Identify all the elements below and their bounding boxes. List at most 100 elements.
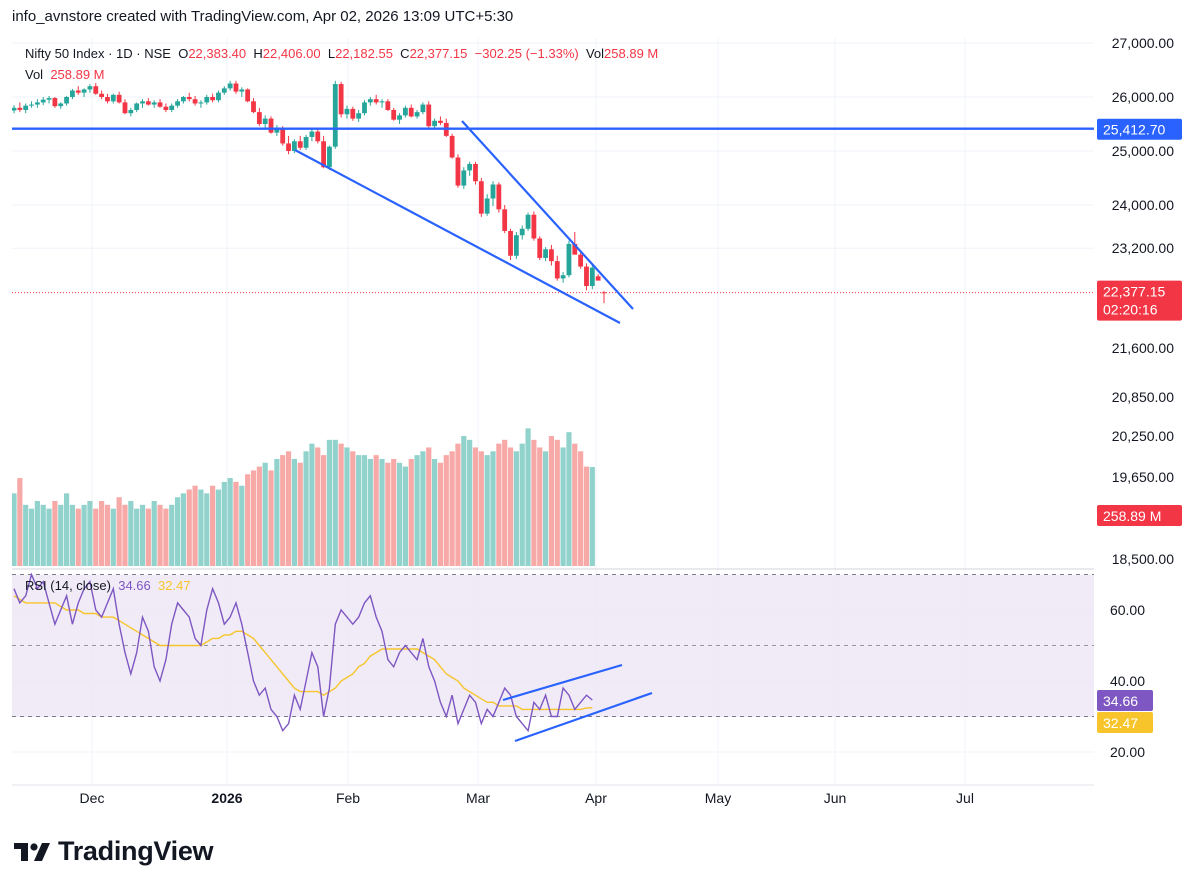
volume-bar [81,504,87,566]
volume-bar [268,470,274,566]
volume-badge-text: 258.89 M [1103,508,1161,524]
axis-badges: 25,412.70 22,377.15 02:20:16 258.89 M 34.66 3… [1097,118,1182,733]
volume-bar [502,439,508,566]
candle-body [210,97,216,101]
volume-legend[interactable]: Vol 258.89 M [25,67,105,82]
price-tick-label: 27,000.00 [1112,35,1174,51]
candle-body [198,102,204,104]
low-value: 22,182.55 [335,46,393,61]
volume-bar [297,462,303,566]
volume-row-label[interactable]: Vol [25,67,44,82]
candle-body [274,128,280,133]
volume-bar [437,462,444,566]
volume-bar [285,451,292,566]
candle-body [17,107,23,110]
volume-bar [478,451,484,566]
volume-bar [58,504,64,566]
candle-body [233,83,239,92]
candle-body [391,109,397,120]
volume-bar [87,501,93,566]
volume-bar [461,436,467,566]
candle-body [70,90,75,97]
candle-body [344,108,350,115]
rsi-ma-line [13,595,593,711]
symbol-title[interactable]: Nifty 50 Index · 1D · NSE [25,46,171,61]
candle-body [29,104,34,106]
horizontal-level-badge-text: 25,412.70 [1103,122,1165,138]
ohlc-legend[interactable]: Nifty 50 Index · 1D · NSE O22,383.40 H22… [25,46,658,61]
candle-body [297,141,303,148]
candle-body [438,120,443,123]
candle-body [426,104,432,127]
volume-bar [128,501,134,566]
volume-bar [40,504,46,566]
candle-body [461,170,467,186]
candle-body [251,101,256,113]
volume-bar [578,451,584,566]
volume-bar [338,443,344,566]
candle-body [116,94,122,103]
volume-bar [262,462,268,566]
volume-bar [408,458,414,566]
volume-bar [326,439,333,566]
candle-body [221,88,227,93]
volume-bar [280,455,286,566]
candle-body [309,131,315,137]
volume-bar [332,439,338,566]
time-tick-label: Mar [466,790,490,806]
candle-body [64,97,69,104]
volume-bars [12,428,595,566]
price-tick-label: 24,000.00 [1112,197,1174,213]
candle-body [350,108,356,119]
rsi-title[interactable]: RSI (14, close) [25,578,111,593]
high-value: 22,406.00 [262,46,321,61]
price-axis[interactable]: 27,000.00 26,000.00 25,000.00 24,000.00 23,2… [1110,35,1174,760]
price-tick-label: 20,850.00 [1112,389,1174,405]
tradingview-logo[interactable]: TradingView [12,836,214,867]
volume-bar [104,504,111,566]
candle-body [402,107,408,116]
volume-bar [221,481,227,566]
rsi-legend[interactable]: RSI (14, close) 34.66 32.47 [25,578,191,593]
candle-body [543,249,548,258]
close-value: 22,377.15 [409,46,468,61]
candle-body [478,181,484,214]
volume-row-value: 258.89 M [50,67,105,82]
candlesticks [12,80,1094,304]
candle-body [268,118,274,133]
volume-label: Vol [585,46,605,61]
volume-bar [490,451,496,566]
volume-bar [139,504,146,566]
volume-bar [391,458,397,566]
rsi-ma-value: 32.47 [158,578,191,593]
candle-body [525,214,531,229]
high-label: H [253,46,263,61]
candle-body [589,267,595,286]
time-tick-label: Apr [585,790,607,806]
volume-bar [151,501,157,566]
candle-body [122,102,128,114]
volume-bar [367,458,373,566]
candle-body [151,102,157,105]
wedge-lower-trendline [294,149,621,324]
volume-bar [198,489,204,566]
candle-body [256,112,262,124]
candle-body [508,230,513,256]
volume-bar [227,478,233,566]
volume-bar [537,447,543,566]
price-tick-label: 21,600.00 [1112,340,1174,356]
rsi-ma-badge-bg [1097,712,1153,733]
volume-bar [93,508,99,566]
candle-body [554,261,560,279]
volume-bar [309,443,315,566]
rsi-value: 34.66 [118,578,151,593]
candle-body [315,131,321,142]
time-axis[interactable]: Dec 2026 Feb Mar Apr May Jun Jul [80,790,974,806]
rsi-tick-label: 60.00 [1110,602,1145,618]
time-tick-label: Jul [956,790,974,806]
candle-body [432,120,437,127]
volume-bar [350,451,356,566]
volume-bar [548,436,555,566]
trendline-drawings[interactable] [12,120,1094,743]
